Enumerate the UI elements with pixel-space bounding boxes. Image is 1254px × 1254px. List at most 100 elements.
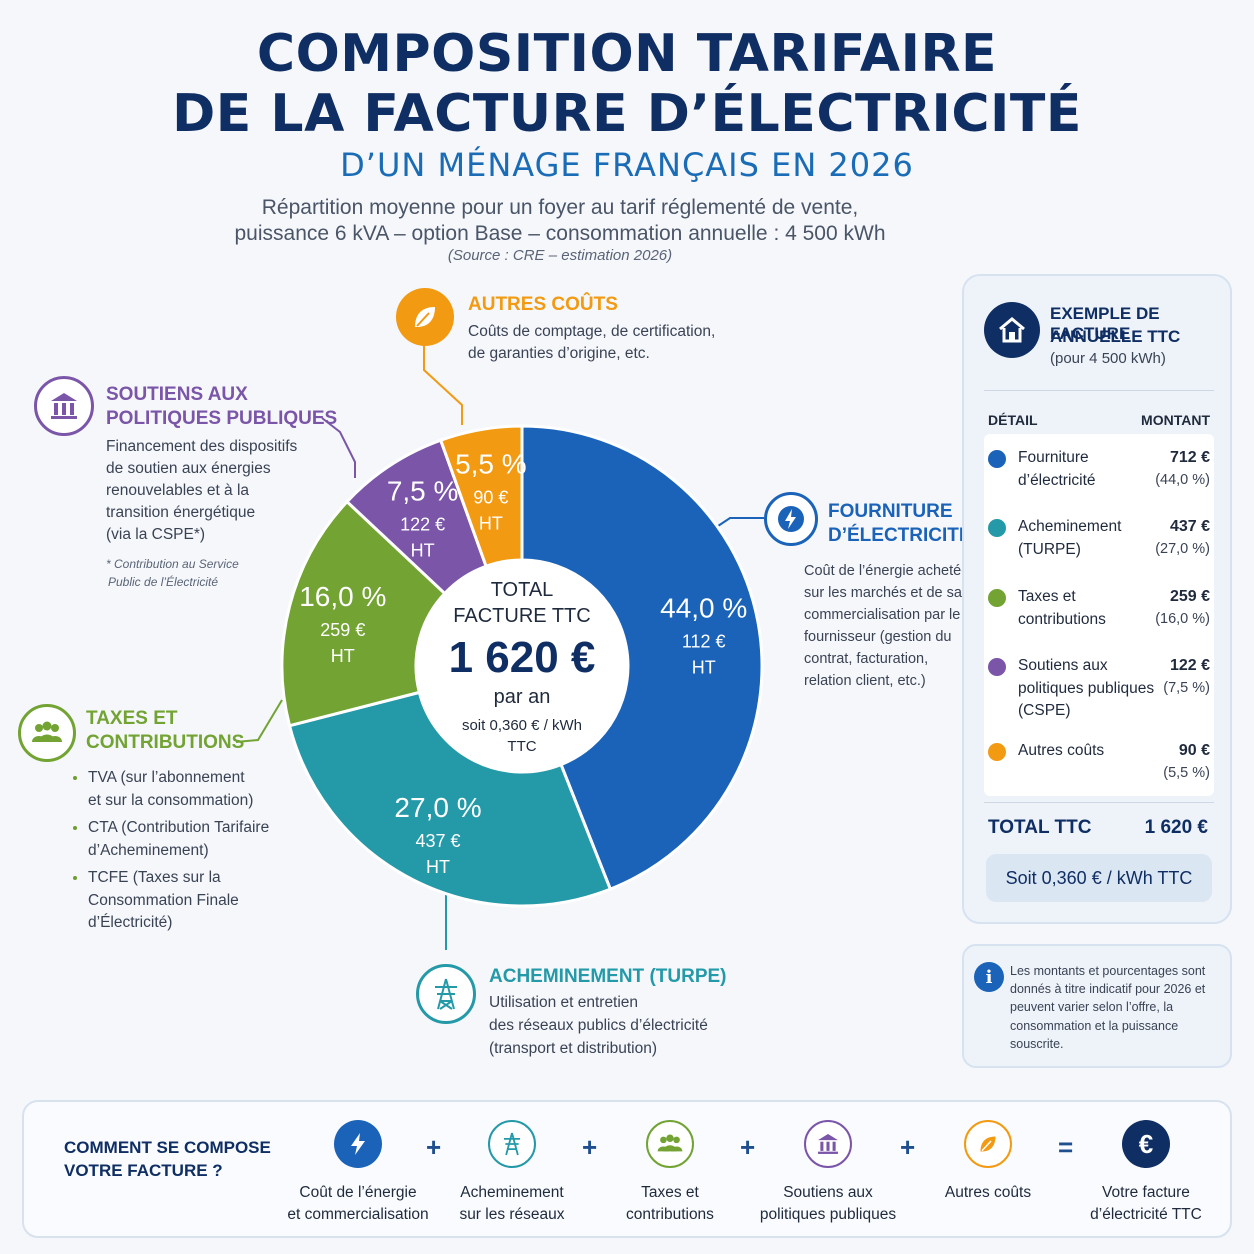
subtitle-line-2: puissance 6 kVA – option Base – consomma…: [234, 222, 886, 245]
panel-title-2: ANNUELLE TTC: [1050, 327, 1181, 346]
house-icon: [984, 302, 1040, 358]
panel-rows-bg: [984, 434, 1214, 796]
slice-pct-label-acheminement: 27,0 %: [394, 792, 481, 823]
center-amount: 1 620 €: [449, 633, 596, 682]
soutiens-text-1: Financement des dispositifs: [106, 438, 298, 455]
center-kwh-line-2: TTC: [507, 738, 536, 755]
fourniture-text-2: sur les marchés et de sa: [804, 585, 962, 601]
panel-subtitle: (pour 4 500 kWh): [1050, 350, 1166, 367]
slice-amount-label-taxes: 259 €: [320, 620, 365, 640]
panel-total-amount: 1 620 €: [1144, 817, 1208, 838]
row-pct-autres: (5,5 %): [1163, 765, 1210, 781]
equation-leaf-icon: [964, 1120, 1012, 1168]
taxes-title-2: CONTRIBUTIONS: [86, 732, 245, 753]
slice-amount-label-fourniture: 112 €: [682, 631, 726, 651]
panel-divider-total: [984, 802, 1214, 803]
center-facture-label: FACTURE TTC: [453, 605, 590, 627]
row-pct-soutiens: (7,5 %): [1163, 680, 1210, 696]
slice-pct-label-fourniture: 44,0 %: [660, 592, 747, 623]
pylon-icon: [416, 964, 476, 1024]
equation-label-total: Votre facture d’électricité TTC: [1090, 1184, 1202, 1223]
fourniture-title-1: FOURNITURE: [828, 501, 953, 522]
soutiens-text-5: (via la CSPE*): [106, 526, 206, 543]
source-note: (Source : CRE – estimation 2026): [447, 247, 673, 264]
equation-title-2: VOTRE FACTURE ?: [64, 1161, 223, 1180]
equation-plus-2: +: [582, 1132, 598, 1162]
slice-pct-label-taxes: 16,0 %: [299, 581, 386, 612]
taxes-item-cta: CTA (Contribution Tarifaired’Acheminemen…: [88, 817, 308, 862]
row-label-fourniture: Fourniture d’électricité: [1018, 449, 1096, 489]
dot-taxes: [988, 589, 1006, 607]
slice-amount-label-autres: 90 €: [473, 488, 508, 508]
row-amount-autres: 90 €: [1178, 742, 1210, 759]
row-label-acheminement: Acheminement (TURPE): [1018, 518, 1122, 558]
info-icon: i: [974, 962, 1004, 992]
equation-plus-1: +: [426, 1132, 442, 1162]
panel-divider: [984, 390, 1214, 391]
fourniture-text-1: Coût de l’énergie achetée: [804, 563, 970, 579]
leaf-icon: [396, 288, 454, 346]
row-label-soutiens: Soutiens aux politiques publiques (CSPE): [1018, 657, 1155, 719]
row-pct-acheminement: (27,0 %): [1155, 541, 1210, 557]
leader-line-taxes: [235, 699, 283, 743]
fourniture-text-6: relation client, etc.): [804, 673, 926, 689]
soutiens-text-3: renouvelables et à la: [106, 482, 250, 499]
soutiens-title-2: POLITIQUES PUBLIQUES: [106, 408, 338, 429]
slice-ht-label-autres: HT: [479, 514, 503, 534]
equation-label-autres: Autres coûts: [944, 1184, 1032, 1201]
slice-ht-label-taxes: HT: [331, 646, 355, 666]
soutiens-note-2: Public de l’Électricité: [108, 575, 219, 589]
panel-title-1: EXEMPLE DE FACTURE: [1050, 304, 1160, 343]
center-kwh-line-1: soit 0,360 € / kWh: [462, 717, 582, 734]
panel-col-detail: DÉTAIL: [988, 412, 1038, 428]
equation-euro-icon: €: [1122, 1120, 1170, 1168]
slice-amount-label-soutiens: 122 €: [400, 515, 445, 535]
equation-label-soutiens: Soutiens aux politiques publiques: [759, 1184, 897, 1223]
acheminement-title: ACHEMINEMENT (TURPE): [489, 966, 727, 987]
row-amount-fourniture: 712 €: [1169, 449, 1210, 466]
people-icon: [18, 704, 76, 762]
row-amount-soutiens: 122 €: [1169, 657, 1210, 674]
row-label-autres: Autres coûts: [1018, 742, 1105, 759]
center-total-label: TOTAL: [491, 579, 554, 601]
panel-col-amount: MONTANT: [1141, 412, 1210, 428]
title-line-1: COMPOSITION TARIFAIRE: [256, 24, 998, 84]
acheminement-text-1: Utilisation et entretien: [489, 994, 639, 1011]
soutiens-text-4: transition énergétique: [106, 504, 256, 521]
donut-hole: [416, 560, 628, 772]
row-label-taxes: Taxes et contributions: [1018, 588, 1106, 628]
equation-lightning-icon: [334, 1120, 382, 1168]
leader-line-autres: [423, 345, 463, 425]
dot-autres: [988, 743, 1006, 761]
title-line-2: DE LA FACTURE D’ÉLECTRICITÉ: [172, 84, 1082, 144]
info-box: i Les montants et pourcentages sont donné…: [962, 944, 1232, 1068]
equation-label-taxes: Taxes et contributions: [626, 1184, 714, 1223]
panel-kwh-badge: Soit 0,360 € / kWh TTC: [986, 854, 1212, 902]
soutiens-text-2: de soutien aux énergies: [106, 460, 271, 477]
panel-total-label: TOTAL TTC: [988, 817, 1092, 838]
equation-pylon-icon: [488, 1120, 536, 1168]
autres-text-1: Coûts de comptage, de certification,: [468, 323, 716, 340]
fourniture-text-3: commercialisation par le: [804, 607, 961, 623]
equation-plus-4: +: [900, 1132, 916, 1162]
row-amount-acheminement: 437 €: [1169, 518, 1210, 535]
equation-institution-icon: [804, 1120, 852, 1168]
title-line-3: D’UN MÉNAGE FRANÇAIS EN 2026: [340, 146, 914, 184]
slice-pct-label-soutiens: 7,5 %: [387, 476, 459, 507]
row-pct-taxes: (16,0 %): [1155, 611, 1210, 627]
center-per-year: par an: [494, 686, 551, 708]
dot-fourniture: [988, 450, 1006, 468]
equation-people-icon: [646, 1120, 694, 1168]
slice-ht-label-soutiens: HT: [411, 541, 435, 561]
equation-plus-3: +: [740, 1132, 756, 1162]
row-amount-taxes: 259 €: [1169, 588, 1210, 605]
fourniture-text-4: fournisseur (gestion du: [804, 629, 952, 645]
subtitle-line-1: Répartition moyenne pour un foyer au tar…: [261, 196, 859, 219]
equation-label-fourniture: Coût de l’énergie et commercialisation: [287, 1184, 429, 1223]
fourniture-text-5: contrat, facturation,: [804, 651, 929, 667]
lightning-icon: [764, 492, 818, 546]
